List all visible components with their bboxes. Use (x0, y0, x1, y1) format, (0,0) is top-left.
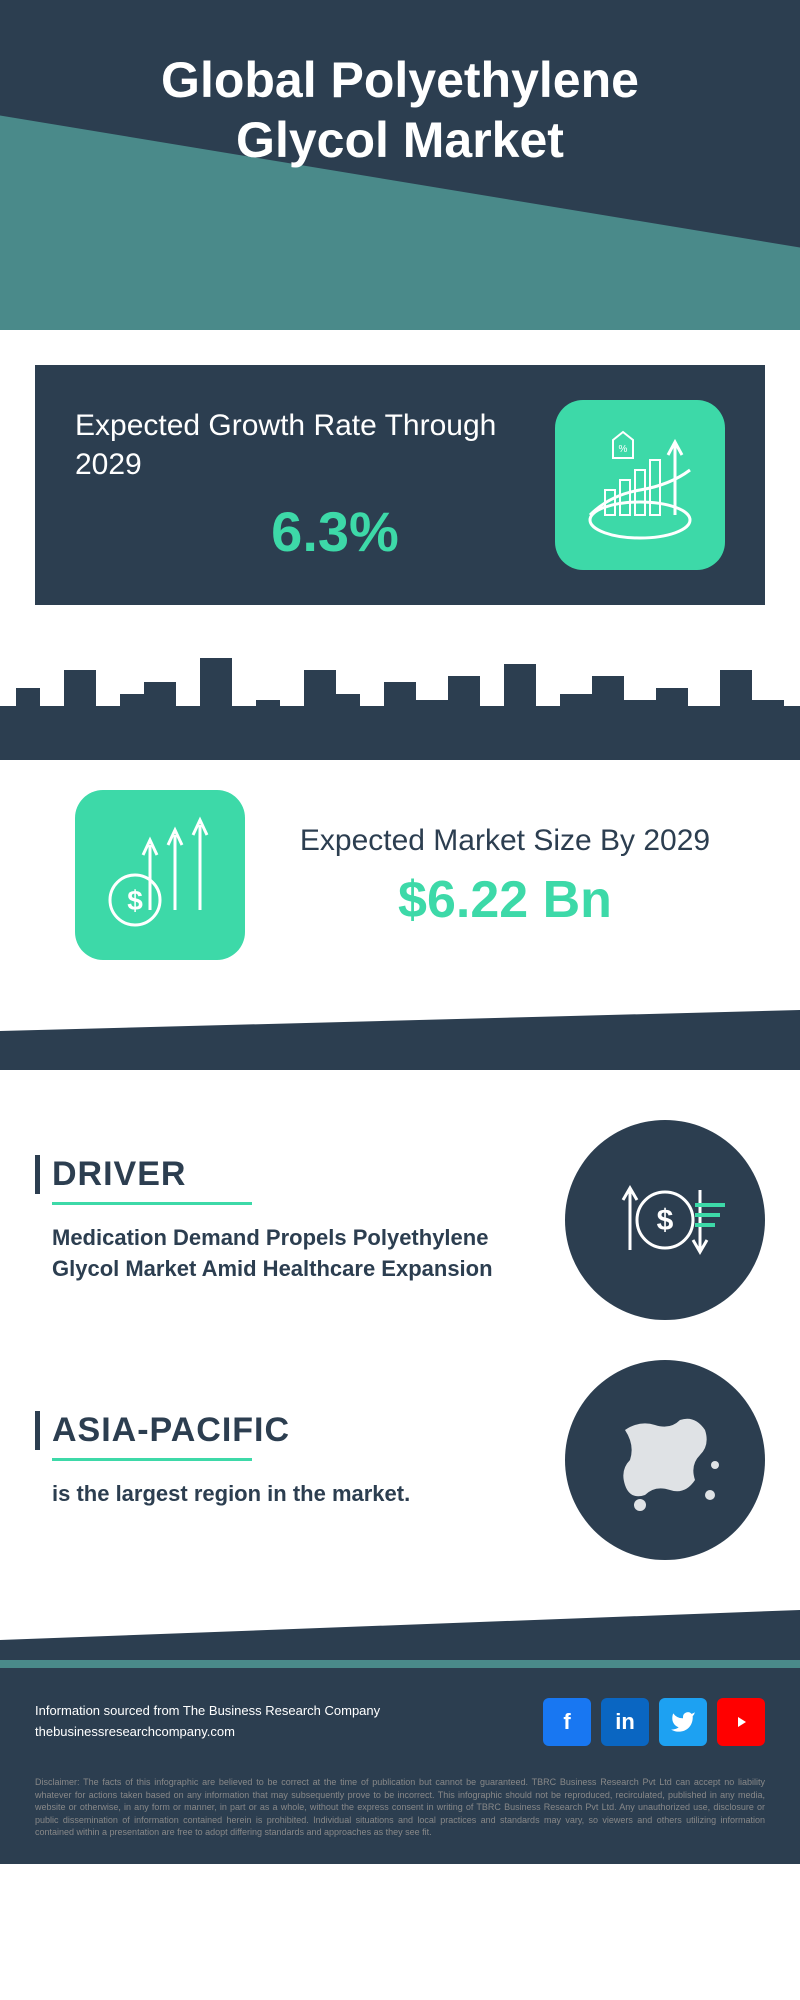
region-section: ASIA-PACIFIC is the largest region in th… (35, 1360, 765, 1560)
driver-underline (52, 1202, 252, 1205)
market-label: Expected Market Size By 2029 (285, 821, 725, 860)
dollar-exchange-icon: $ (595, 1150, 735, 1290)
growth-section: Expected Growth Rate Through 2029 6.3% % (35, 365, 765, 605)
twitter-icon[interactable] (659, 1698, 707, 1746)
svg-text:$: $ (127, 885, 143, 916)
driver-circle-icon: $ (565, 1120, 765, 1320)
driver-text-block: DRIVER Medication Demand Propels Polyeth… (35, 1155, 535, 1285)
footer-teal-bar (0, 1660, 800, 1668)
footer-triangle (0, 1610, 800, 1660)
header-title: Global Polyethylene Glycol Market (0, 50, 800, 170)
disclaimer-text: Disclaimer: The facts of this infographi… (0, 1766, 800, 1864)
linkedin-icon[interactable]: in (601, 1698, 649, 1746)
market-icon-box: $ (75, 790, 245, 960)
growth-label: Expected Growth Rate Through 2029 (75, 406, 555, 484)
growth-text-block: Expected Growth Rate Through 2029 6.3% (75, 406, 555, 564)
region-text-block: ASIA-PACIFIC is the largest region in th… (35, 1411, 535, 1510)
footer-section: Information sourced from The Business Re… (0, 1610, 800, 1864)
footer-main: Information sourced from The Business Re… (0, 1668, 800, 1766)
market-value: $6.22 Bn (285, 870, 725, 930)
skyline-divider (0, 640, 800, 760)
growth-icon-box: % (555, 400, 725, 570)
growth-chart-icon: % (575, 420, 705, 550)
youtube-icon[interactable] (717, 1698, 765, 1746)
social-icons: f in (543, 1698, 765, 1746)
divider-triangle-1 (0, 1010, 800, 1070)
footer-site: thebusinessresearchcompany.com (35, 1722, 380, 1743)
market-text-block: Expected Market Size By 2029 $6.22 Bn (245, 821, 725, 930)
dollar-growth-icon: $ (95, 810, 225, 940)
driver-body: Medication Demand Propels Polyethylene G… (35, 1223, 535, 1285)
title-line-2: Glycol Market (236, 112, 564, 168)
title-line-1: Global Polyethylene (161, 52, 639, 108)
region-heading: ASIA-PACIFIC (35, 1411, 535, 1450)
region-circle-icon (565, 1360, 765, 1560)
svg-text:%: % (619, 444, 628, 455)
facebook-icon[interactable]: f (543, 1698, 591, 1746)
svg-text:$: $ (657, 1204, 674, 1237)
driver-section: DRIVER Medication Demand Propels Polyeth… (35, 1120, 765, 1320)
globe-map-icon (585, 1380, 745, 1540)
market-section: $ Expected Market Size By 2029 $6.22 Bn (35, 760, 765, 1010)
region-underline (52, 1458, 252, 1461)
footer-source: Information sourced from The Business Re… (35, 1701, 380, 1722)
driver-heading: DRIVER (35, 1155, 535, 1194)
header-section: Global Polyethylene Glycol Market (0, 0, 800, 330)
growth-value: 6.3% (75, 499, 555, 564)
footer-info: Information sourced from The Business Re… (35, 1701, 380, 1743)
region-body: is the largest region in the market. (35, 1479, 535, 1510)
white-gap (0, 1070, 800, 1080)
